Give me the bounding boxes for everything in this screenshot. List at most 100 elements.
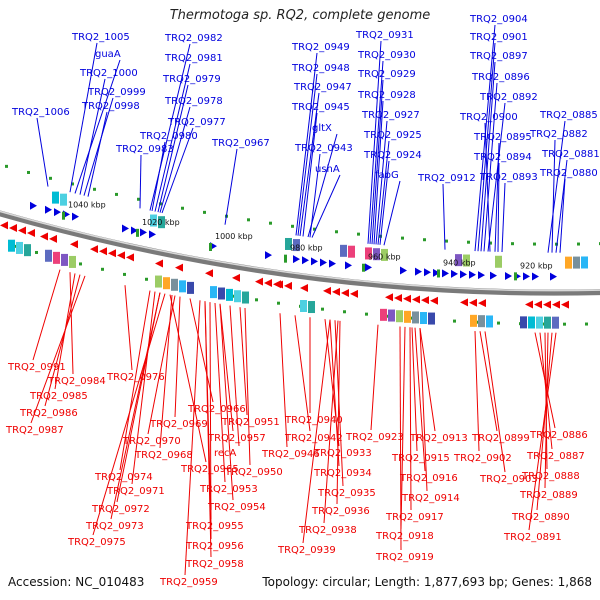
tick-mark-inner bbox=[321, 307, 324, 311]
reverse-gene-arrow bbox=[543, 300, 551, 309]
reverse-gene-arrow bbox=[478, 299, 486, 308]
kbp-label: 920 kbp bbox=[520, 261, 553, 270]
reverse-feature-block bbox=[470, 314, 477, 327]
forward-feature-block bbox=[150, 214, 157, 227]
bottom-leader-line bbox=[244, 307, 251, 466]
reverse-feature-block bbox=[53, 251, 60, 264]
reverse-strand-genes bbox=[0, 221, 569, 309]
reverse-gene-arrow bbox=[341, 288, 349, 297]
bottom-gene-label: TRQ2_0935 bbox=[317, 488, 376, 499]
reverse-feature-block bbox=[69, 255, 76, 268]
tick-mark-outer bbox=[467, 240, 470, 244]
tick-mark-inner bbox=[35, 250, 38, 254]
top-gene-label: TRQ2_0978 bbox=[164, 96, 223, 107]
bottom-leader-line bbox=[528, 332, 557, 531]
bottom-leader-line bbox=[479, 331, 498, 432]
top-gene-label: TRQ2_0894 bbox=[473, 152, 532, 163]
bottom-gene-label: TRQ2_0959 bbox=[159, 577, 218, 588]
tick-mark-outer bbox=[115, 192, 118, 196]
tick-mark-inner bbox=[343, 310, 346, 314]
bottom-gene-label: TRQ2_0914 bbox=[401, 493, 460, 504]
reverse-feature-block bbox=[300, 300, 307, 312]
tick-mark-outer bbox=[71, 182, 74, 186]
reverse-feature-block bbox=[388, 309, 395, 322]
bottom-gene-label: TRQ2_0985 bbox=[29, 391, 88, 402]
bottom-gene-label: TRQ2_0987 bbox=[5, 425, 64, 436]
top-gene-label: TRQ2_0999 bbox=[87, 87, 146, 98]
top-gene-label: TRQ2_0983 bbox=[115, 144, 174, 155]
genome-backbone-arc bbox=[0, 210, 600, 296]
reverse-feature-block bbox=[163, 277, 170, 290]
bottom-gene-label: TRQ2_0956 bbox=[185, 541, 244, 552]
forward-gene-arrow bbox=[433, 268, 440, 277]
top-leader-line bbox=[139, 154, 142, 209]
bottom-leader-line bbox=[229, 305, 240, 447]
reverse-gene-arrow bbox=[70, 240, 78, 249]
forward-gene-arrow bbox=[365, 263, 372, 272]
tick-mark-inner bbox=[123, 272, 126, 276]
reverse-feature-block bbox=[544, 316, 551, 329]
genome-backbone-highlight bbox=[0, 210, 600, 292]
reverse-gene-arrow bbox=[275, 280, 283, 289]
top-leader-line bbox=[559, 178, 566, 253]
top-leader-line bbox=[302, 112, 318, 237]
reverse-feature-block bbox=[486, 315, 493, 328]
reverse-gene-arrow bbox=[525, 300, 533, 309]
kbp-label: 940 kbp bbox=[443, 258, 476, 267]
bottom-gene-label: TRQ2_0946 bbox=[261, 449, 320, 460]
kbp-tick bbox=[136, 228, 139, 237]
forward-gene-arrow bbox=[505, 272, 512, 281]
top-leader-line bbox=[480, 61, 496, 252]
forward-gene-arrow bbox=[122, 224, 129, 233]
bottom-leader-line bbox=[119, 290, 151, 471]
top-gene-labels: TRQ2_1005 guaA TRQ2_1000 TRQ2_0999 TRQ2_0998… bbox=[11, 14, 600, 184]
top-gene-label: TRQ2_0981 bbox=[164, 53, 223, 64]
bottom-gene-label: TRQ2_0919 bbox=[375, 552, 434, 563]
top-gene-label: gltX bbox=[312, 123, 332, 134]
forward-feature-block bbox=[581, 256, 588, 269]
kbp-label: 1040 kbp bbox=[68, 201, 106, 210]
forward-gene-arrow bbox=[293, 255, 300, 264]
bottom-gene-label: TRQ2_0953 bbox=[199, 484, 258, 495]
reverse-feature-block bbox=[242, 291, 249, 304]
top-gene-label: TRQ2_0900 bbox=[459, 112, 518, 123]
reverse-feature-block bbox=[61, 253, 68, 266]
bottom-gene-label: TRQ2_0942 bbox=[284, 433, 343, 444]
top-gene-label: TRQ2_0979 bbox=[162, 74, 221, 85]
bottom-leader-line bbox=[419, 327, 436, 432]
bottom-leader-line bbox=[30, 275, 86, 424]
top-leader-line bbox=[484, 122, 491, 252]
bottom-gene-label: TRQ2_0971 bbox=[106, 486, 165, 497]
top-gene-label: TRQ2_0945 bbox=[291, 102, 350, 113]
reverse-gene-arrow bbox=[300, 284, 308, 292]
forward-feature-block bbox=[495, 255, 502, 268]
forward-gene-arrow bbox=[345, 261, 352, 270]
top-leader-line bbox=[555, 159, 568, 253]
kbp-tick bbox=[62, 211, 65, 220]
top-gene-label: TRQ2_0881 bbox=[541, 149, 600, 160]
bottom-gene-label: TRQ2_0889 bbox=[519, 490, 578, 501]
top-gene-label: TRQ2_0896 bbox=[471, 72, 530, 83]
top-gene-label: TRQ2_1005 bbox=[71, 32, 130, 43]
reverse-gene-arrow bbox=[108, 249, 116, 258]
reverse-gene-arrow bbox=[430, 296, 438, 305]
forward-gene-arrow bbox=[424, 268, 431, 277]
top-leader-line bbox=[501, 182, 506, 252]
reverse-gene-arrow bbox=[40, 232, 48, 241]
reverse-gene-arrow bbox=[412, 295, 420, 304]
reverse-gene-arrow bbox=[460, 298, 468, 307]
bottom-leader-line bbox=[44, 274, 81, 407]
tick-mark-inner bbox=[277, 301, 280, 305]
top-leader-line bbox=[295, 52, 318, 236]
top-leader-line bbox=[373, 100, 384, 245]
bottom-leader-line bbox=[131, 291, 156, 485]
bottom-leader-line bbox=[219, 303, 234, 501]
kbp-tick bbox=[284, 254, 287, 263]
top-gene-label: TRQ2_0931 bbox=[355, 30, 414, 41]
tick-mark-inner bbox=[453, 319, 456, 323]
reverse-gene-arrow bbox=[469, 298, 477, 307]
bottom-gene-labels: TRQ2_0991 TRQ2_0984 TRQ2_0985 TRQ2_0986 TRQ2… bbox=[5, 362, 588, 588]
forward-feature-block bbox=[365, 247, 372, 260]
tick-mark-inner bbox=[145, 277, 148, 281]
